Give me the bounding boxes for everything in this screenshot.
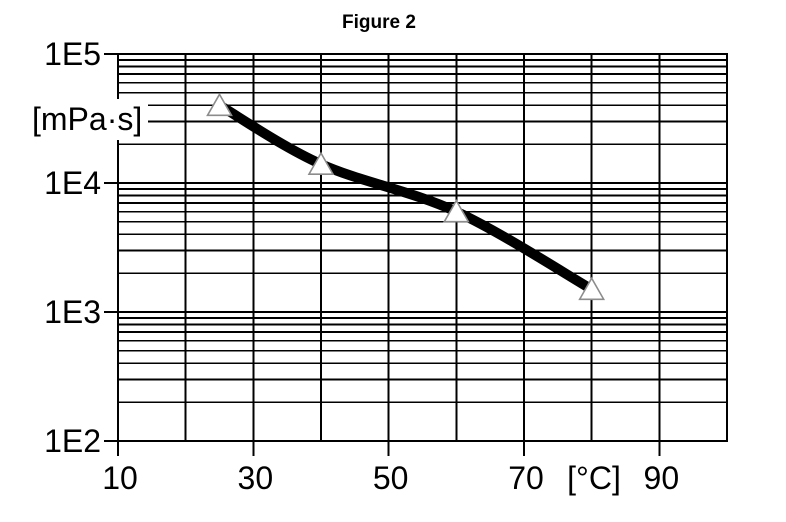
- viscosity-curve: [216, 101, 595, 294]
- data-point-marker: [307, 151, 335, 175]
- data-point-marker: [578, 276, 606, 301]
- x-axis-unit-label: [°C]: [567, 460, 621, 496]
- x-tick-label: 70: [508, 460, 544, 496]
- x-tick-label: 50: [373, 460, 409, 496]
- y-tick-label: 1E5: [44, 36, 101, 72]
- x-tick-label: 10: [102, 460, 138, 496]
- y-tick-label: 1E3: [44, 294, 101, 330]
- y-tick-label: 1E2: [44, 423, 101, 459]
- x-tick-label: 90: [644, 460, 680, 496]
- figure-title: Figure 2: [342, 12, 416, 33]
- plot-border: [116, 52, 729, 443]
- x-tick-label: 30: [238, 460, 274, 496]
- y-axis-unit-label: [mPa·s]: [32, 99, 149, 140]
- data-point-marker: [206, 92, 233, 117]
- data-point-marker: [442, 199, 470, 223]
- y-tick-label: 1E4: [44, 165, 101, 201]
